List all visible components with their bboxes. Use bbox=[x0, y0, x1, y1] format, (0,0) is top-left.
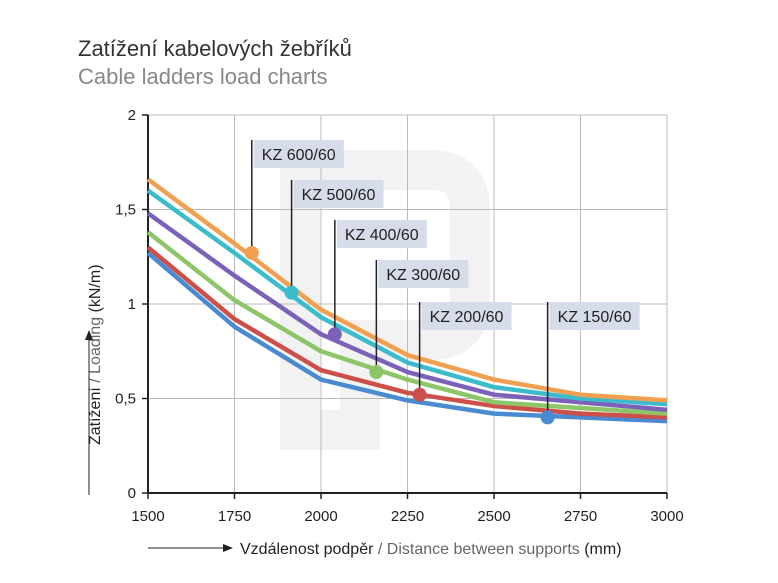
y-axis-label: Zatížení / Loading (kN/m) bbox=[87, 264, 104, 445]
series-line-kz-600-60 bbox=[146, 177, 668, 403]
series-line-kz-150-60 bbox=[146, 251, 668, 424]
y-tick-label: 2 bbox=[128, 107, 136, 124]
chart-subtitle: Cable ladders load charts bbox=[78, 64, 328, 89]
x-tick-label: 2000 bbox=[304, 508, 337, 525]
series-label-box bbox=[421, 302, 512, 330]
series-label-box bbox=[336, 220, 427, 248]
series-marker bbox=[412, 387, 427, 402]
series-line-kz-200-60 bbox=[146, 245, 668, 420]
x-tick-label: 2750 bbox=[564, 508, 597, 525]
x-tick-label: 2500 bbox=[477, 508, 510, 525]
series-label: KZ 500/60 bbox=[302, 187, 376, 204]
series-label-box bbox=[378, 260, 469, 288]
y-tick-label: 0 bbox=[128, 485, 136, 502]
y-tick-label: 0,5 bbox=[115, 391, 136, 408]
watermark-logo bbox=[280, 150, 490, 450]
series-marker bbox=[284, 285, 299, 300]
series-marker bbox=[327, 327, 342, 342]
y-tick-label: 1,5 bbox=[115, 202, 136, 219]
series-marker bbox=[244, 245, 259, 260]
series-label: KZ 150/60 bbox=[558, 309, 632, 326]
series-label: KZ 400/60 bbox=[345, 227, 419, 244]
x-tick-label: 1750 bbox=[218, 508, 251, 525]
y-axis-arrow-icon bbox=[85, 330, 93, 495]
series-marker bbox=[369, 365, 384, 380]
x-tick-label: 2250 bbox=[391, 508, 424, 525]
series-label: KZ 300/60 bbox=[386, 267, 460, 284]
series-line-kz-400-60 bbox=[146, 211, 668, 413]
x-axis-label: Vzdálenost podpěr / Distance between sup… bbox=[240, 541, 622, 558]
series-label: KZ 200/60 bbox=[430, 309, 504, 326]
series-label-box bbox=[293, 180, 384, 208]
series-label-box bbox=[549, 302, 640, 330]
series-label: KZ 600/60 bbox=[262, 147, 336, 164]
y-tick-label: 1 bbox=[128, 296, 136, 313]
x-tick-label: 3000 bbox=[650, 508, 683, 525]
series-marker bbox=[540, 410, 555, 425]
series-line-kz-300-60 bbox=[146, 230, 668, 416]
series-line-kz-500-60 bbox=[146, 188, 668, 407]
series-label-box bbox=[253, 140, 344, 168]
chart-title: Zatížení kabelových žebříků bbox=[78, 36, 352, 61]
x-axis-arrow-icon bbox=[148, 544, 233, 552]
x-tick-label: 1500 bbox=[131, 508, 164, 525]
